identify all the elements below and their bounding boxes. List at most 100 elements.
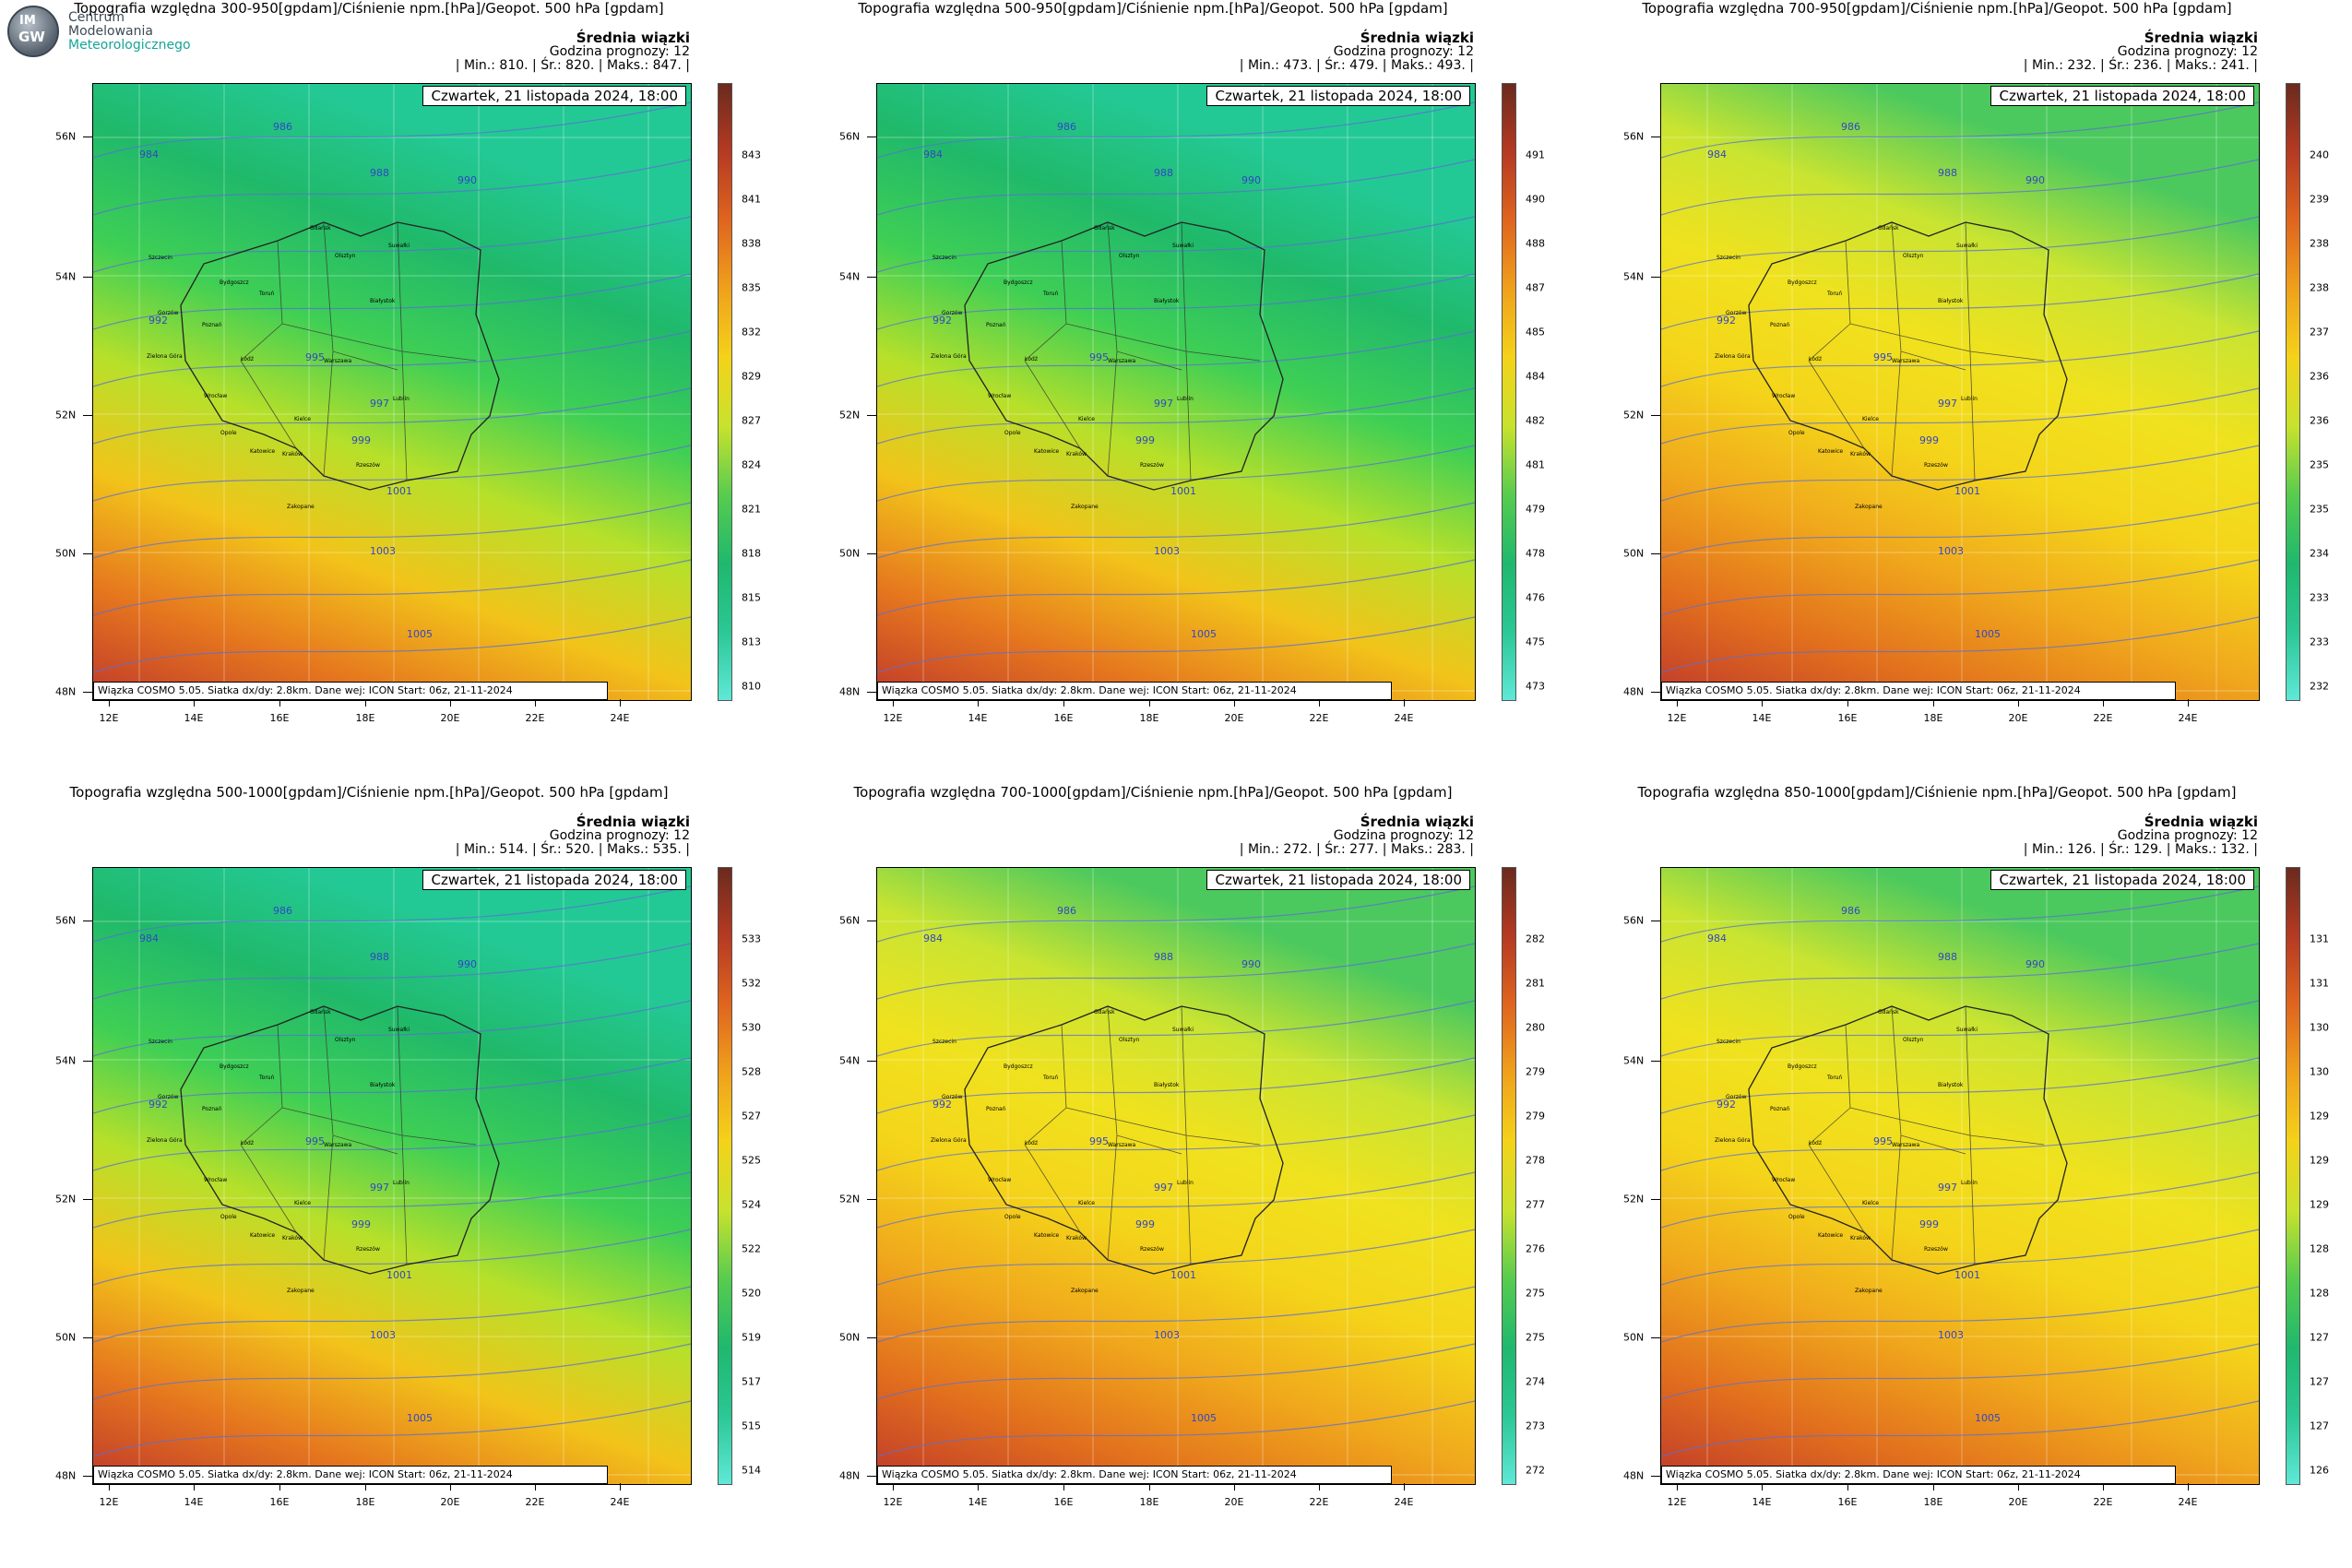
city-label: Lublin bbox=[1177, 396, 1194, 402]
colorbar-tick-label: 127 bbox=[2310, 1331, 2329, 1344]
latitude-label: 56N bbox=[1623, 914, 1645, 927]
city-label: Kielce bbox=[294, 1200, 311, 1206]
longitude-tick bbox=[365, 699, 366, 707]
colorbar-tick-label: 281 bbox=[1526, 977, 1545, 990]
colorbar-tick-label: 236 bbox=[2310, 370, 2329, 383]
colorbar bbox=[1502, 83, 1516, 701]
city-label: Kraków bbox=[1850, 451, 1871, 457]
isobar-label: 999 bbox=[1135, 434, 1155, 446]
isobar-label: 1005 bbox=[1191, 1412, 1217, 1424]
city-label: Szczecin bbox=[932, 1039, 956, 1045]
longitude-tick bbox=[893, 1483, 894, 1491]
city-label: Poznań bbox=[1770, 322, 1790, 328]
city-label: Wrocław bbox=[204, 1177, 228, 1183]
city-label: Bydgoszcz bbox=[220, 279, 249, 286]
colorbar-tick-label: 515 bbox=[742, 1420, 761, 1432]
latitude-label: 52N bbox=[1623, 409, 1645, 422]
city-label: Wrocław bbox=[1772, 393, 1796, 399]
city-label: Kielce bbox=[1078, 416, 1095, 422]
isobar-label: 984 bbox=[923, 148, 943, 160]
longitude-tick bbox=[1933, 699, 1934, 707]
latitude-label: 50N bbox=[55, 547, 77, 560]
longitude-label: 24E bbox=[2178, 1496, 2198, 1508]
longitude-tick bbox=[1234, 1483, 1235, 1491]
city-label: Białystok bbox=[1938, 1082, 1964, 1088]
city-label: Toruń bbox=[259, 1075, 275, 1081]
city-label: Toruń bbox=[1043, 291, 1059, 297]
city-label: Szczecin bbox=[148, 1039, 172, 1045]
colorbar-tick-label: 487 bbox=[1526, 281, 1545, 294]
colorbar-tick-label: 239 bbox=[2310, 193, 2329, 206]
latitude-tick bbox=[83, 1337, 92, 1338]
imgw-logo: IM GW Centrum Modelowania Meteorologiczn… bbox=[7, 6, 192, 57]
latitude-label: 50N bbox=[839, 1331, 861, 1344]
longitude-tick bbox=[2188, 1483, 2189, 1491]
longitude-tick bbox=[2103, 699, 2104, 707]
isobar-label: 997 bbox=[1154, 1182, 1173, 1194]
isobar-label: 997 bbox=[1938, 1182, 1957, 1194]
isobar-label: 990 bbox=[2025, 174, 2045, 186]
latitude-label: 52N bbox=[55, 409, 77, 422]
logo-line-3: Meteorologicznego bbox=[68, 38, 191, 53]
city-label: Bydgoszcz bbox=[1004, 1063, 1033, 1070]
colorbar-tick-label: 236 bbox=[2310, 414, 2329, 427]
longitude-tick bbox=[194, 699, 195, 707]
colorbar-tick-label: 234 bbox=[2310, 547, 2329, 560]
isobar-label: 984 bbox=[139, 932, 159, 944]
colorbar-tick-label: 532 bbox=[742, 977, 761, 990]
latitude-tick bbox=[1651, 277, 1660, 278]
latitude-tick bbox=[867, 1337, 876, 1338]
forecast-map: Gdańsk Olsztyn Suwałki Szczecin Bydgoszcz Tor… bbox=[1660, 867, 2260, 1485]
city-label: Kielce bbox=[294, 416, 311, 422]
isobar-label: 990 bbox=[457, 174, 477, 186]
latitude-tick bbox=[1651, 1061, 1660, 1062]
colorbar-tick-label: 843 bbox=[742, 148, 761, 161]
latitude-tick bbox=[1651, 692, 1660, 693]
latitude-label: 50N bbox=[1623, 547, 1645, 560]
city-label: Gorzów bbox=[158, 310, 179, 316]
city-label: Toruń bbox=[1827, 291, 1843, 297]
isobar-label: 988 bbox=[1154, 167, 1173, 179]
colorbar-tick-label: 484 bbox=[1526, 370, 1545, 383]
isobar-label: 988 bbox=[370, 167, 389, 179]
longitude-label: 18E bbox=[1923, 1496, 1943, 1508]
city-label: Warszawa bbox=[1108, 1142, 1136, 1148]
panel-meta: Średnia wiązki Godzina prognozy: 12 | Min.… bbox=[1240, 815, 1474, 857]
colorbar-tick-label: 273 bbox=[1526, 1420, 1545, 1432]
longitude-label: 20E bbox=[440, 712, 460, 724]
city-label: Zakopane bbox=[287, 1288, 315, 1294]
valid-time-box: Czwartek, 21 listopada 2024, 18:00 bbox=[1206, 870, 1470, 890]
city-label: Wrocław bbox=[988, 393, 1012, 399]
city-label: Rzeszów bbox=[1924, 462, 1948, 469]
colorbar-tick-label: 127 bbox=[2310, 1375, 2329, 1388]
colorbar-tick-label: 232 bbox=[2310, 680, 2329, 693]
latitude-label: 54N bbox=[55, 270, 77, 283]
city-label: Rzeszów bbox=[356, 1246, 380, 1253]
city-label: Suwałki bbox=[1172, 1027, 1194, 1033]
isobar-label: 995 bbox=[1089, 1135, 1109, 1147]
longitude-label: 18E bbox=[1923, 712, 1943, 724]
colorbar-tick-label: 527 bbox=[742, 1110, 761, 1123]
longitude-label: 22E bbox=[1309, 712, 1329, 724]
colorbar-tick-label: 491 bbox=[1526, 148, 1545, 161]
colorbar-tick-label: 275 bbox=[1526, 1331, 1545, 1344]
city-label: Suwałki bbox=[1956, 243, 1978, 249]
latitude-tick bbox=[867, 553, 876, 554]
forecast-map: Gdańsk Olsztyn Suwałki Szczecin Bydgoszcz Tor… bbox=[92, 867, 692, 1485]
isobar-label: 997 bbox=[370, 1182, 389, 1194]
colorbar-tick-label: 524 bbox=[742, 1198, 761, 1211]
longitude-tick bbox=[109, 1483, 110, 1491]
longitude-tick bbox=[2103, 1483, 2104, 1491]
colorbar-tick-label: 129 bbox=[2310, 1154, 2329, 1167]
longitude-label: 24E bbox=[1394, 1496, 1414, 1508]
longitude-tick bbox=[1319, 699, 1320, 707]
city-label: Białystok bbox=[1154, 1082, 1180, 1088]
city-label: Olsztyn bbox=[1903, 1037, 1924, 1043]
longitude-label: 20E bbox=[2008, 712, 2028, 724]
longitude-tick bbox=[1404, 699, 1405, 707]
model-footer: Wiązka COSMO 5.05. Siatka dx/dy: 2.8km. … bbox=[93, 1466, 608, 1484]
ensemble-label: Średnia wiązki bbox=[1360, 30, 1474, 46]
panel-title: Topografia względna 500-950[gpdam]/Ciśni… bbox=[858, 0, 1448, 17]
latitude-label: 48N bbox=[839, 685, 861, 698]
forecast-map: Gdańsk Olsztyn Suwałki Szczecin Bydgoszcz Tor… bbox=[876, 867, 1476, 1485]
